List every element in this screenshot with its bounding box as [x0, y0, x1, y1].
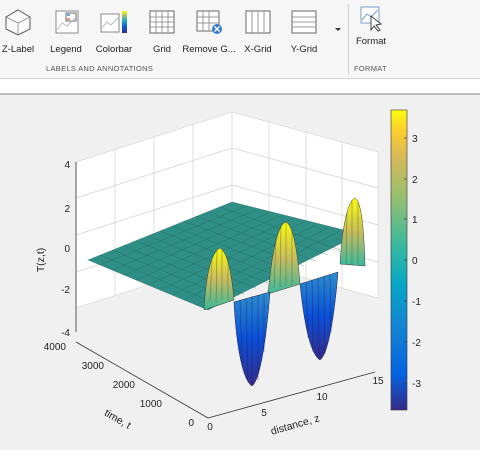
remove-grid-button-label: Remove G... [182, 44, 236, 55]
zlabel-icon [3, 8, 33, 36]
surface-trough-2 [299, 271, 339, 361]
surface-plot[interactable]: 4 2 0 -2 -4 T(z,t) 4000 3000 2000 1000 0… [0, 95, 480, 450]
x-tick: 10 [316, 392, 328, 403]
x-axis-label: distance, z [269, 412, 321, 437]
y-tick: 0 [188, 418, 194, 429]
grid-icon [147, 8, 177, 36]
grid-button[interactable]: Grid [144, 2, 180, 58]
format-icon [356, 4, 386, 32]
x-tick: 5 [261, 408, 267, 419]
colorbar-tick: -2 [412, 338, 421, 349]
remove-grid-icon [194, 8, 224, 36]
remove-grid-button[interactable]: Remove G... [182, 2, 236, 58]
zlabel-button[interactable]: Z-Label [0, 2, 36, 58]
colorbar-tick-labels: 3 2 1 0 -1 -2 -3 [412, 134, 421, 390]
labels-annotations-group-label: LABELS AND ANNOTATIONS [46, 64, 154, 73]
grid-button-label: Grid [153, 44, 171, 55]
colorbar-tick: 0 [412, 256, 418, 267]
trough-mesh-lines [239, 274, 332, 385]
gallery-dropdown-button[interactable] [332, 22, 344, 36]
z-tick: -4 [61, 328, 70, 339]
y-grid-button-label: Y-Grid [290, 44, 318, 55]
legend-icon [51, 8, 81, 36]
z-tick: -2 [61, 285, 70, 296]
format-button-label: Format [355, 36, 387, 47]
ribbon-toolbar: Z-Label Legend Colorbar Grid Remove G...… [0, 0, 480, 79]
x-grid-button-label: X-Grid [244, 44, 272, 55]
axis-lines [75, 162, 376, 419]
y-grid-icon [289, 8, 319, 36]
figure-area: 4 2 0 -2 -4 T(z,t) 4000 3000 2000 1000 0… [0, 93, 480, 450]
z-axis-label: T(z,t) [35, 248, 47, 273]
y-tick: 3000 [82, 361, 105, 372]
ribbon-separator [348, 4, 349, 74]
colorbar-ticks [404, 137, 407, 384]
y-tick: 1000 [140, 399, 163, 410]
format-group-label: FORMAT [354, 64, 387, 73]
z-tick: 0 [64, 244, 70, 255]
x-grid-button[interactable]: X-Grid [240, 2, 276, 58]
y-tick-labels: 4000 3000 2000 1000 0 [44, 342, 195, 429]
y-grid-button[interactable]: Y-Grid [286, 2, 322, 58]
surface-peak-1 [203, 247, 235, 311]
colorbar-tick: -1 [412, 297, 421, 308]
y-tick: 4000 [44, 342, 67, 353]
format-button[interactable]: Format [354, 2, 388, 58]
colorbar-tick: 3 [412, 134, 418, 145]
x-grid-icon [243, 8, 273, 36]
colorbar-tick: -3 [412, 379, 421, 390]
colorbar-button[interactable]: Colorbar [92, 2, 136, 58]
z-tick: 2 [64, 204, 70, 215]
colorbar-button-label: Colorbar [95, 44, 133, 55]
chevron-down-icon [335, 28, 341, 31]
y-axis-label: time, t [102, 407, 133, 432]
peak-mesh-lines [209, 200, 359, 303]
colorbar-tick: 2 [412, 175, 418, 186]
colorbar-icon [99, 8, 129, 36]
legend-button-label: Legend [50, 44, 82, 55]
zlabel-button-label: Z-Label [1, 44, 35, 55]
z-tick-labels: 4 2 0 -2 -4 [61, 160, 70, 339]
legend-button[interactable]: Legend [46, 2, 86, 58]
x-tick: 0 [207, 422, 213, 433]
colorbar-tick: 1 [412, 215, 418, 226]
ribbon-gap [0, 79, 480, 93]
x-tick-labels: 0 5 10 15 [207, 376, 384, 433]
z-tick: 4 [64, 160, 70, 171]
x-tick: 15 [372, 376, 384, 387]
y-tick: 2000 [113, 380, 136, 391]
